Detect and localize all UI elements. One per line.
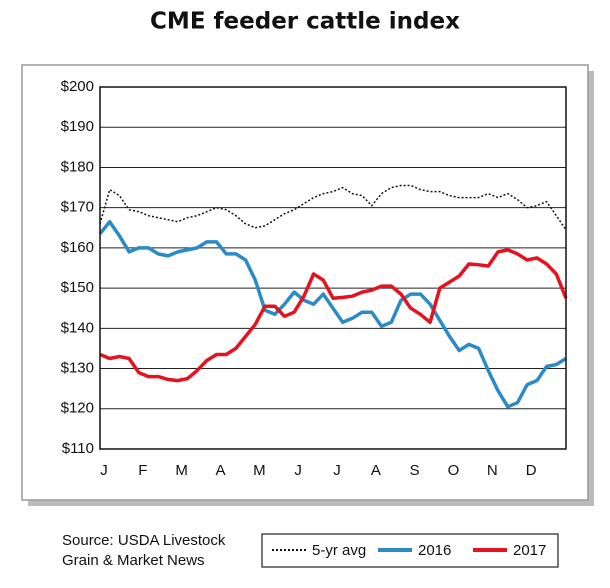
x-tick-label: J [294, 462, 302, 479]
series-line [99, 248, 568, 383]
y-tick-label: $130 [61, 360, 94, 377]
x-tick-label: D [526, 462, 537, 479]
x-tick-label: S [410, 462, 420, 479]
y-tick-label: $200 [61, 78, 94, 95]
x-tick-label: A [215, 462, 225, 479]
legend-label: 2017 [513, 542, 546, 559]
x-tick-label: N [487, 462, 498, 479]
y-tick-label: $120 [61, 400, 94, 417]
source: Source: USDA Livestock [62, 532, 226, 549]
plot-area [100, 87, 566, 449]
source: Grain & Market News [62, 552, 205, 569]
chart-title: CME feeder cattle index [150, 9, 460, 35]
x-tick-label: J [333, 462, 341, 479]
y-tick-label: $170 [61, 199, 94, 216]
y-tick-label: $160 [61, 239, 94, 256]
y-tick-label: $190 [61, 118, 94, 135]
y-tick-label: $150 [61, 279, 94, 296]
legend-label: 5-yr avg [312, 542, 366, 559]
x-tick-label: A [371, 462, 381, 479]
series-line [98, 219, 567, 409]
plot-border [99, 86, 567, 450]
y-tick-label: $180 [61, 158, 94, 175]
x-tick-label: F [138, 462, 147, 479]
y-tick-label: $110 [62, 440, 94, 457]
x-tick-label: J [100, 462, 108, 479]
x-tick-label: M [253, 462, 266, 479]
x-tick-label: O [448, 462, 460, 479]
x-tick-label: M [175, 462, 188, 479]
y-tick-label: $140 [61, 319, 94, 336]
legend-label: 2016 [418, 542, 451, 559]
